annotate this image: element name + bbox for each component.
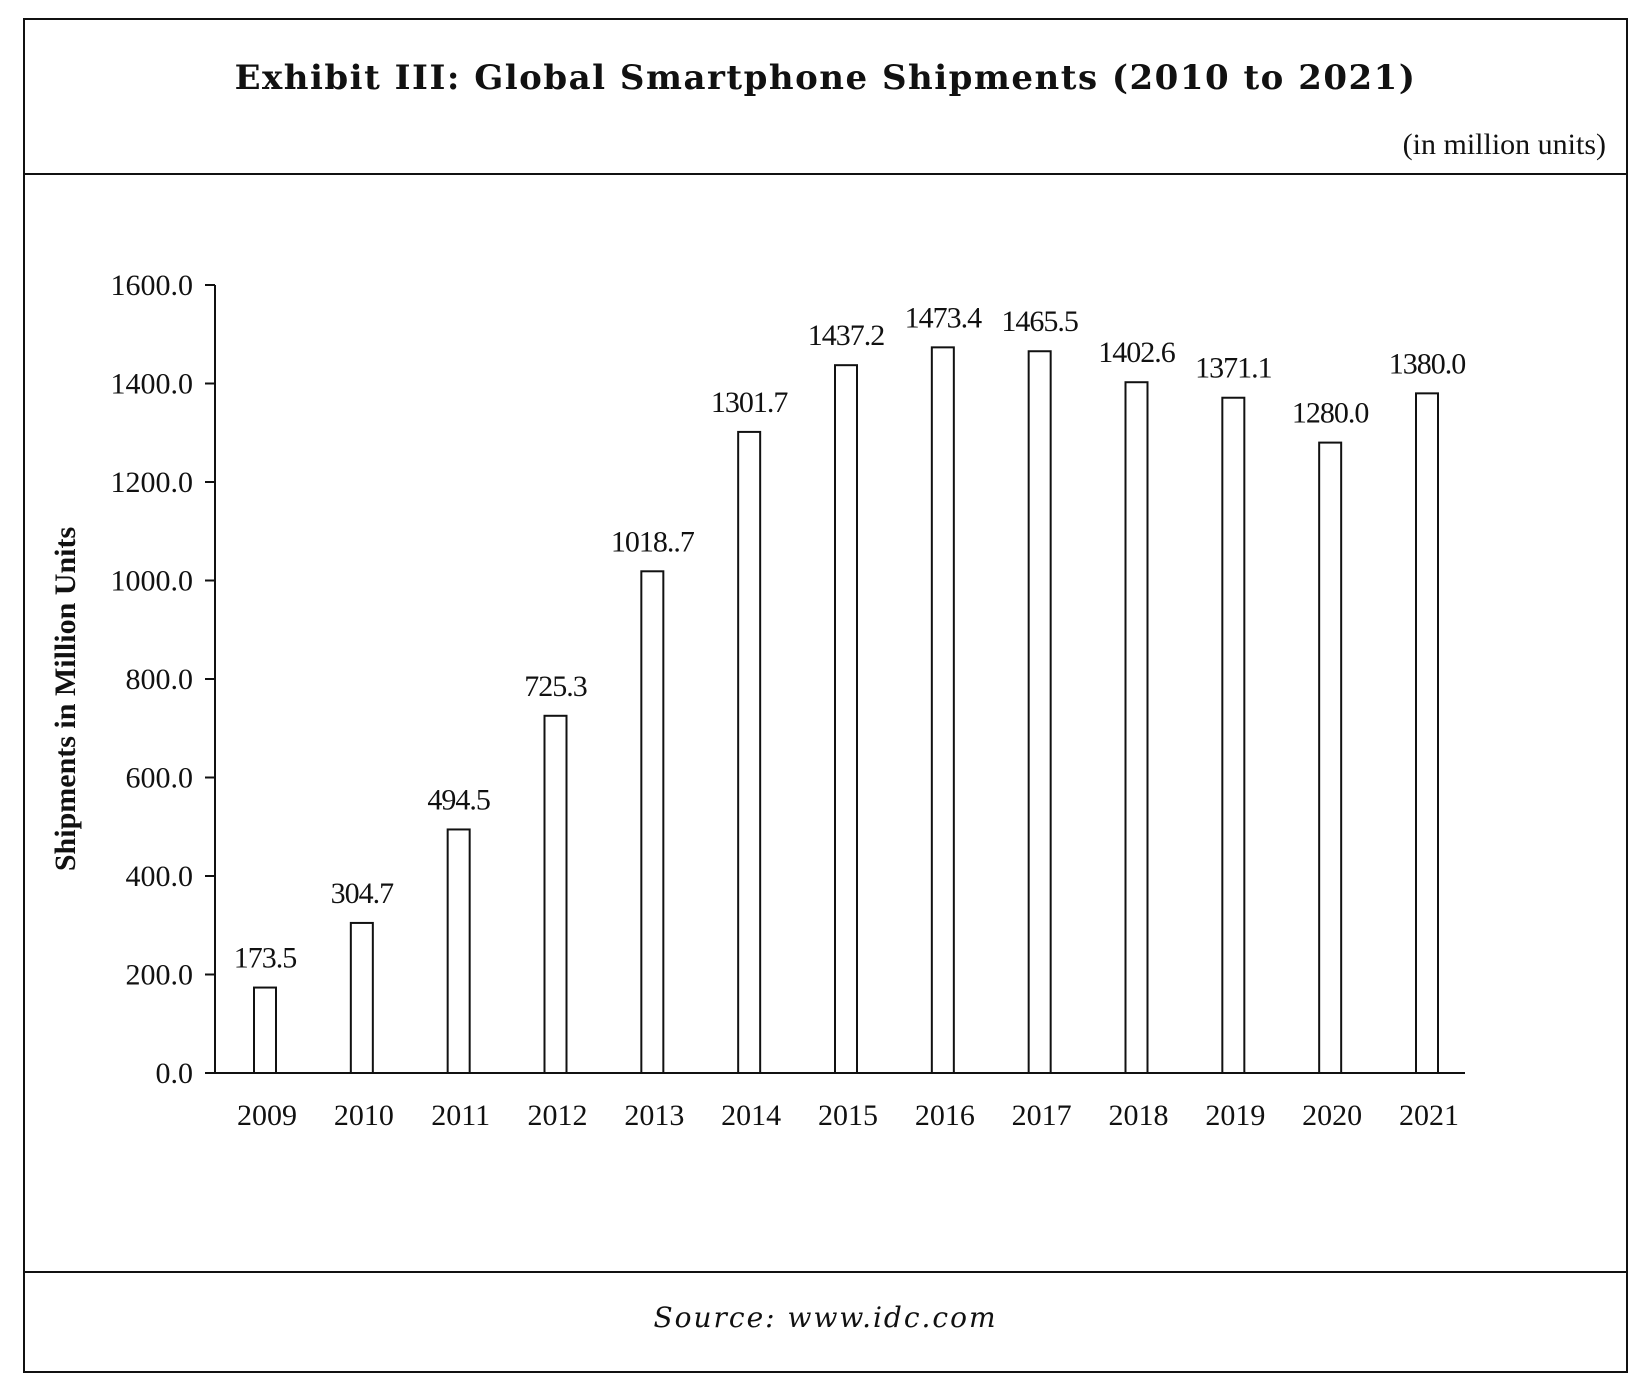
bar-2017 [1027,350,1052,1074]
bar-2013 [640,570,665,1074]
x-tick-labels: 2009 2010 2011 2012 2013 2014 2015 2016 2017 2018… [237,1099,1459,1132]
x-tick-label-2021: 2021 [1399,1099,1459,1132]
exhibit-frame: Exhibit III: Global Smartphone Shipments… [23,18,1628,1373]
y-tick-label: 600.0 [126,762,194,795]
x-tick-label-2018: 2018 [1109,1099,1169,1132]
x-tick-label-2017: 2017 [1012,1099,1072,1132]
y-tick-label: 0.0 [156,1057,194,1090]
y-tick-label: 1200.0 [111,466,194,499]
bar-2016 [930,346,955,1074]
bar-2009 [253,986,277,1075]
x-tick-label-2009: 2009 [237,1099,297,1132]
x-tick-label-2010: 2010 [334,1099,394,1132]
data-label-2011: 494.5 [427,783,490,816]
data-label-2020: 1280.0 [1292,397,1369,430]
x-tick-label-2013: 2013 [624,1099,684,1132]
bar-2020 [1318,441,1343,1075]
data-label-2019: 1371.1 [1195,352,1272,385]
x-tick-label-2016: 2016 [915,1099,975,1132]
data-label-2012: 725.3 [524,670,587,703]
data-label-2014: 1301.7 [711,386,789,419]
data-label-2021: 1380.0 [1389,347,1466,380]
data-label-2010: 304.7 [331,877,395,910]
chart-subtitle: (in million units) [1402,128,1606,161]
y-tick-label: 1000.0 [111,565,194,598]
y-tick-labels: 0.0 200.0 400.0 600.0 800.0 1000.0 1200.0 1400.… [111,269,194,1090]
bar-2019 [1221,396,1246,1074]
bar-2010 [349,921,374,1074]
bar-2021 [1415,392,1439,1075]
y-tick-label: 200.0 [126,959,194,992]
data-label-2015: 1437.2 [808,319,885,352]
data-label-2016: 1473.4 [905,301,983,334]
y-tick-label: 1600.0 [111,269,194,302]
data-label-2013: 1018..7 [611,525,695,558]
x-tick-label-2012: 2012 [528,1099,588,1132]
exhibit-footer: Source: www.idc.com [25,1271,1626,1371]
y-tick-label: 1400.0 [111,368,194,401]
data-labels: 173.5 304.7 494.5 725.3 1018..7 1301.7 1437.2 1… [234,301,1467,975]
bar-2015 [834,364,858,1074]
chart-title: Exhibit III: Global Smartphone Shipments… [234,58,1417,98]
y-tick-label: 800.0 [126,663,194,696]
x-tick-label-2019: 2019 [1205,1099,1265,1132]
exhibit-header: Exhibit III: Global Smartphone Shipments… [25,20,1626,175]
data-label-2018: 1402.6 [1098,336,1176,369]
bar-chart: 173.5 304.7 494.5 725.3 1018..7 1301.7 1437.2 1… [49,269,1467,1132]
bar-2014 [737,430,762,1075]
source-note: Source: www.idc.com [653,1301,998,1334]
bar-2012 [543,714,568,1074]
bar-2011 [446,828,471,1074]
data-label-2017: 1465.5 [1001,305,1078,338]
x-tick-label-2014: 2014 [721,1099,781,1132]
y-tick-label: 400.0 [126,860,194,893]
chart-area: 173.5 304.7 494.5 725.3 1018..7 1301.7 1437.2 1… [25,175,1626,1295]
bars [253,346,1439,1075]
x-tick-label-2020: 2020 [1302,1099,1362,1132]
x-tick-label-2011: 2011 [431,1099,490,1132]
data-label-2009: 173.5 [234,942,297,975]
y-axis-label: Shipments in Million Units [49,527,82,871]
bar-2018 [1124,381,1149,1075]
x-tick-label-2015: 2015 [818,1099,878,1132]
